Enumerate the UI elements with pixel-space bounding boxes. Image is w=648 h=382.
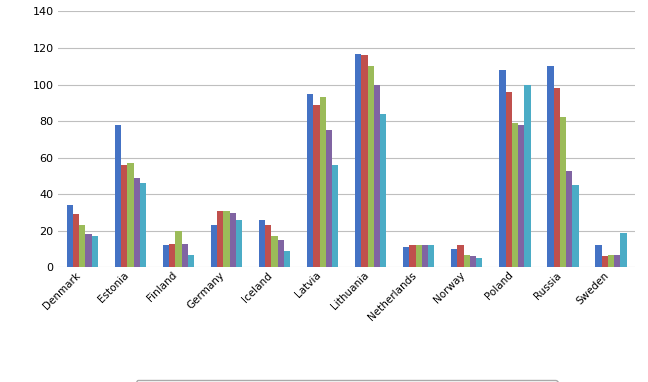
Bar	[326, 130, 332, 267]
Bar	[163, 246, 169, 267]
Bar	[121, 165, 127, 267]
Bar	[224, 211, 229, 267]
Bar	[272, 236, 278, 267]
Bar	[176, 231, 181, 267]
Bar	[188, 254, 194, 267]
Legend: 2012-2013, 2011-2012, 2010-2011, 2009-2010, 2008-2009: 2012-2013, 2011-2012, 2010-2011, 2009-20…	[135, 380, 558, 382]
Bar	[512, 123, 518, 267]
Bar	[464, 254, 470, 267]
Bar	[127, 163, 133, 267]
Bar	[181, 244, 188, 267]
Bar	[133, 178, 140, 267]
Bar	[259, 220, 265, 267]
Bar	[284, 251, 290, 267]
Bar	[499, 70, 505, 267]
Bar	[217, 211, 224, 267]
Bar	[518, 125, 524, 267]
Bar	[380, 114, 386, 267]
Bar	[428, 246, 434, 267]
Bar	[422, 246, 428, 267]
Bar	[560, 118, 566, 267]
Bar	[367, 66, 374, 267]
Bar	[596, 246, 601, 267]
Bar	[403, 247, 410, 267]
Bar	[355, 53, 362, 267]
Bar	[548, 66, 553, 267]
Bar	[505, 92, 512, 267]
Bar	[524, 84, 531, 267]
Bar	[319, 97, 326, 267]
Bar	[73, 214, 79, 267]
Bar	[278, 240, 284, 267]
Bar	[115, 125, 121, 267]
Bar	[169, 244, 176, 267]
Bar	[92, 236, 98, 267]
Bar	[553, 88, 560, 267]
Bar	[236, 220, 242, 267]
Bar	[140, 183, 146, 267]
Bar	[67, 205, 73, 267]
Bar	[332, 165, 338, 267]
Bar	[410, 246, 415, 267]
Bar	[374, 84, 380, 267]
Bar	[608, 254, 614, 267]
Bar	[313, 105, 319, 267]
Bar	[265, 225, 272, 267]
Bar	[86, 235, 92, 267]
Bar	[457, 246, 464, 267]
Bar	[415, 246, 422, 267]
Bar	[614, 254, 620, 267]
Bar	[566, 170, 572, 267]
Bar	[79, 225, 86, 267]
Bar	[572, 185, 579, 267]
Bar	[451, 249, 457, 267]
Bar	[476, 258, 483, 267]
Bar	[307, 94, 313, 267]
Bar	[211, 225, 217, 267]
Bar	[470, 256, 476, 267]
Bar	[601, 256, 608, 267]
Bar	[362, 55, 367, 267]
Bar	[620, 233, 627, 267]
Bar	[229, 212, 236, 267]
